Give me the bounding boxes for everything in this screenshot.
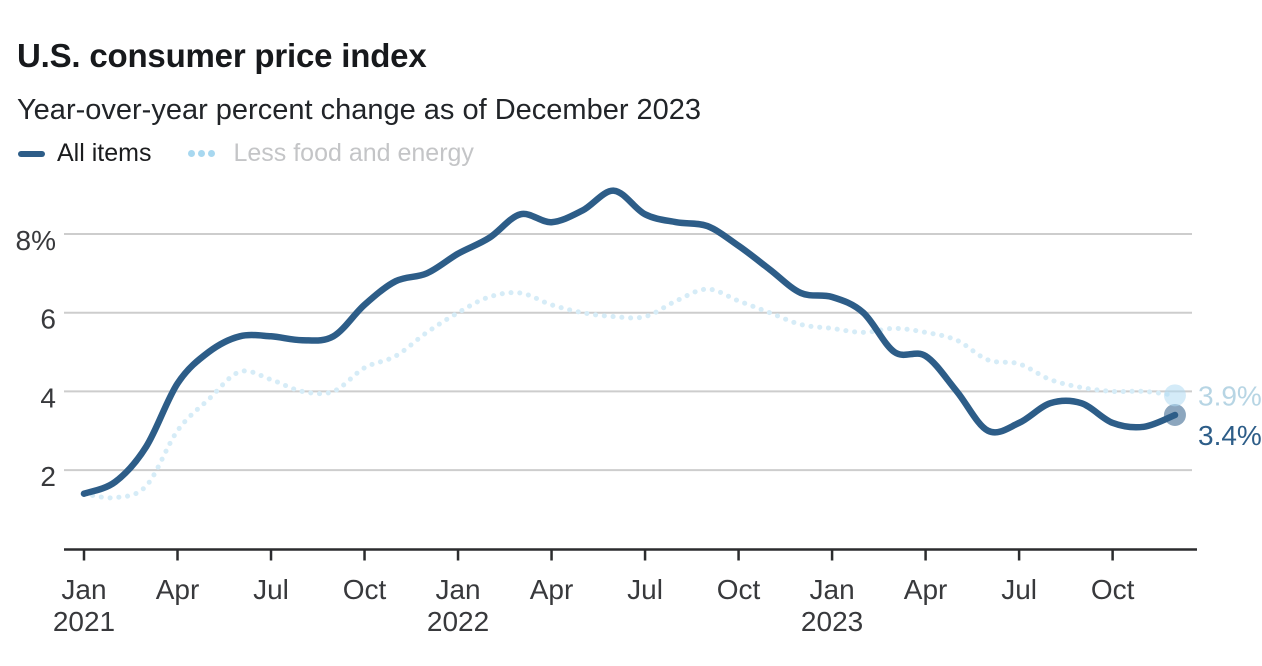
series-end-dot bbox=[1163, 404, 1186, 427]
x-axis-tick-label: Apr bbox=[530, 574, 574, 605]
legend-item-all-items: All items bbox=[18, 141, 151, 166]
x-axis-tick-label: Oct bbox=[1091, 574, 1135, 605]
x-axis-tick-label: Apr bbox=[156, 574, 200, 605]
x-axis-tick-label: Jul bbox=[253, 574, 289, 605]
x-axis-tick-label: Apr bbox=[904, 574, 948, 605]
legend-label-less-food-and-energy: Less food and energy bbox=[233, 139, 474, 167]
legend-label-all-items: All items bbox=[57, 139, 152, 167]
y-axis-tick-label: 2 bbox=[40, 461, 56, 492]
x-axis-tick-label: Jan bbox=[810, 574, 855, 605]
dotted-line-swatch-icon bbox=[188, 150, 216, 157]
series-end-dot bbox=[1163, 384, 1186, 407]
x-axis-year-label: 2022 bbox=[427, 606, 489, 637]
page-subtitle: Year-over-year percent change as of Dece… bbox=[17, 94, 702, 126]
legend: All items Less food and energy bbox=[18, 141, 474, 166]
x-axis-year-label: 2023 bbox=[801, 606, 863, 637]
y-axis-tick-label: 4 bbox=[40, 382, 56, 413]
less-food-and-energy-line bbox=[81, 286, 1178, 501]
x-axis-tick-label: Jul bbox=[1001, 574, 1037, 605]
series-end-value-label: 3.4% bbox=[1198, 420, 1262, 451]
x-axis-tick-label: Jan bbox=[435, 574, 480, 605]
x-axis-tick-label: Oct bbox=[343, 574, 387, 605]
y-axis-tick-label: 6 bbox=[40, 304, 56, 335]
x-axis-tick-label: Oct bbox=[717, 574, 761, 605]
x-axis-year-label: 2021 bbox=[53, 606, 115, 637]
series-end-value-label: 3.9% bbox=[1198, 380, 1262, 411]
page-title: U.S. consumer price index bbox=[17, 37, 427, 75]
all-items-line bbox=[80, 187, 1179, 497]
x-axis-tick-label: Jan bbox=[61, 574, 106, 605]
x-axis-tick-label: Jul bbox=[627, 574, 663, 605]
y-axis-tick-label: 8% bbox=[16, 225, 56, 256]
legend-item-less-food-and-energy: Less food and energy bbox=[188, 139, 474, 167]
solid-line-swatch-icon bbox=[18, 150, 45, 157]
